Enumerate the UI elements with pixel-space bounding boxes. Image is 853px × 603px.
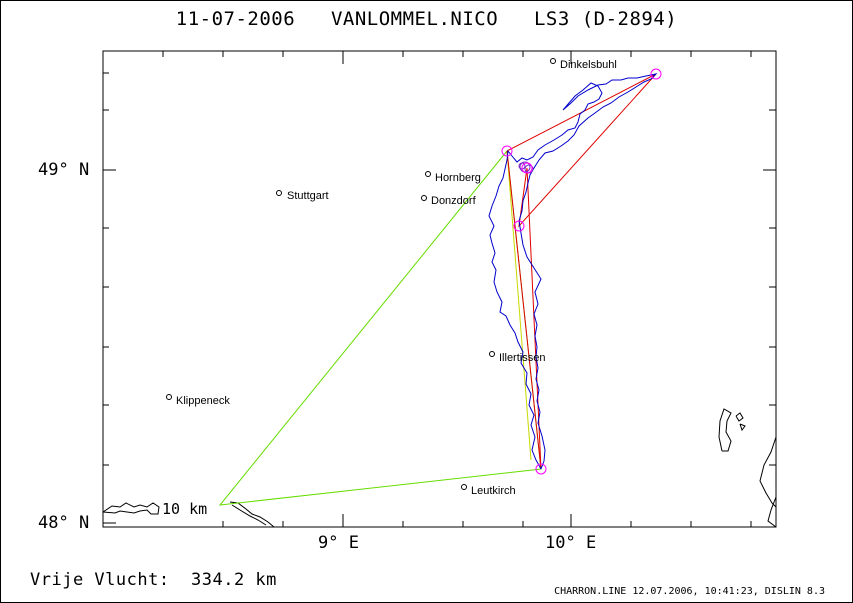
place-marker [166, 394, 172, 400]
place-label-hornberg: Hornberg [435, 172, 481, 184]
task-route [506, 73, 657, 470]
x-axis-label-10e: 10° E [545, 533, 597, 553]
turnpoint-marker [513, 220, 525, 232]
place-label-klippeneck: Klippeneck [176, 395, 230, 407]
turnpoint-marker [501, 145, 513, 157]
plot-footer: CHARRON.LINE 12.07.2006, 10:41:23, DISLI… [554, 586, 825, 597]
gps-track [488, 73, 658, 470]
y-axis-label-49n: 49° N [38, 160, 90, 180]
x-axis-label-9e: 9° E [318, 533, 359, 553]
plot-border [102, 50, 777, 528]
place-marker [489, 351, 495, 357]
place-marker [421, 195, 427, 201]
top-ticks [162, 51, 752, 64]
place-label-donzdorf: Donzdorf [431, 195, 476, 207]
y-axis-label-48n: 48° N [38, 513, 90, 533]
place-label-dinkelsbuhl: Dinkelsbuhl [560, 59, 617, 71]
place-markers [166, 58, 556, 490]
place-marker [461, 484, 467, 490]
scale-label: 10 km [162, 500, 208, 518]
place-marker [550, 58, 556, 64]
place-marker [276, 190, 282, 196]
free-flight-leg [506, 150, 532, 461]
right-ticks [763, 109, 776, 466]
place-label-leutkirch: Leutkirch [471, 485, 516, 497]
turnpoint-marker [521, 162, 533, 174]
turnpoint-markers [501, 68, 662, 475]
left-ticks [103, 72, 116, 524]
free-flight-distance: Vrije Vlucht: 334.2 km [30, 570, 277, 590]
bottom-ticks [222, 514, 752, 527]
place-label-illertissen: Illertissen [499, 352, 546, 364]
turnpoint-marker [535, 463, 547, 475]
border-outlines [102, 408, 777, 528]
place-marker [425, 171, 431, 177]
place-label-stuttgart: Stuttgart [287, 190, 329, 202]
flight-title: 11-07-2006 VANLOMMEL.NICO LS3 (D-2894) [175, 8, 678, 30]
turnpoint-marker [650, 68, 662, 80]
